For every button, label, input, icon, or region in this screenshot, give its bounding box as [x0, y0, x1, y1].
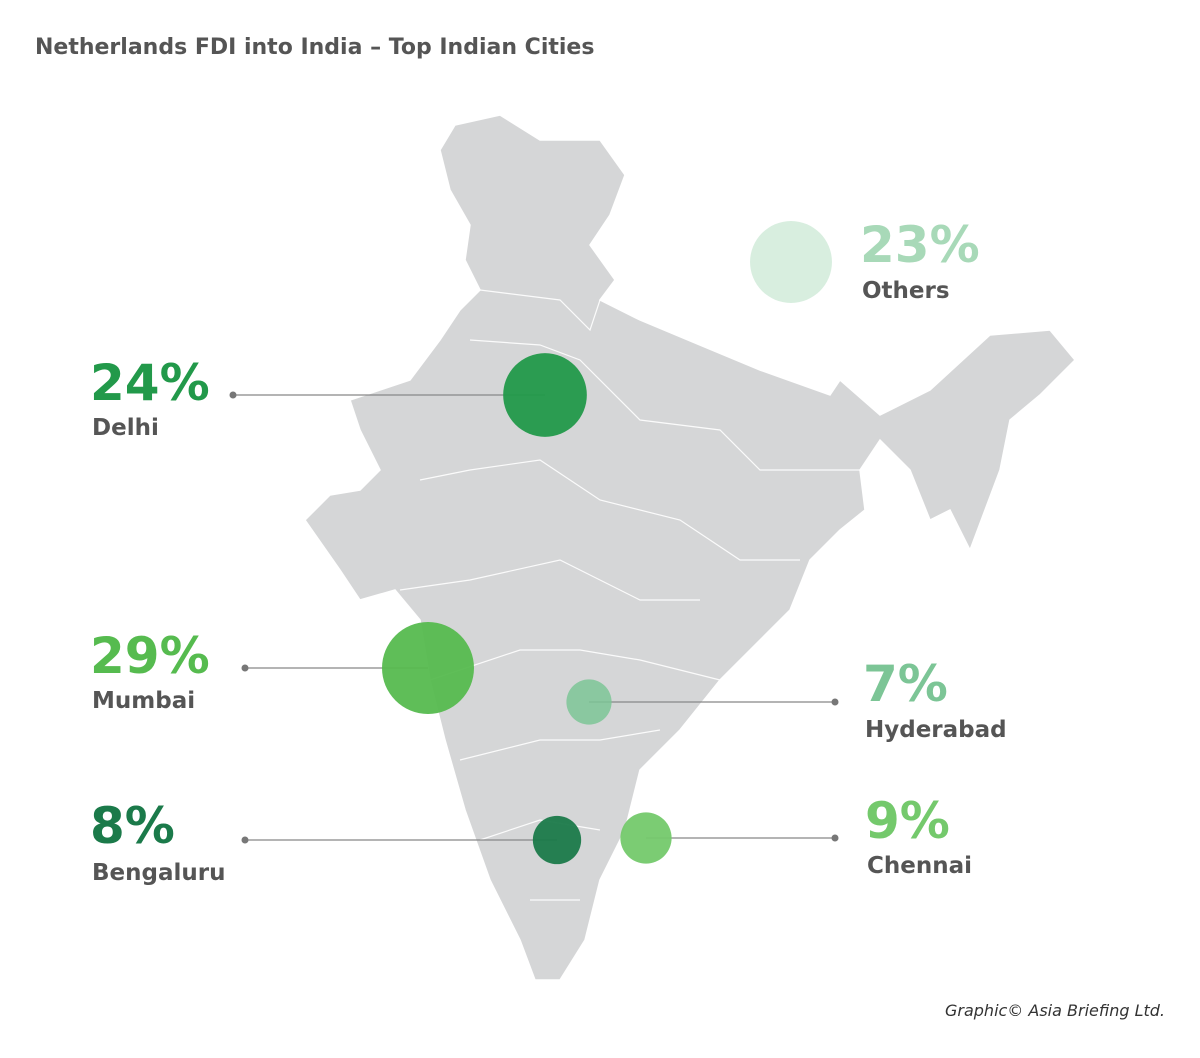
connector-dot	[831, 698, 839, 706]
value-label: 7%	[863, 655, 948, 713]
bubble	[382, 622, 474, 714]
connector-dot	[831, 834, 839, 842]
state-borders	[399, 289, 860, 901]
value-label: 29%	[90, 627, 210, 685]
connector-dot	[241, 836, 249, 844]
connector-dot	[229, 391, 237, 399]
bubble	[532, 815, 582, 865]
city-label: Hyderabad	[865, 717, 1007, 743]
credit: Graphic© Asia Briefing Ltd.	[945, 1001, 1165, 1020]
india-map	[304, 114, 1077, 981]
value-label: 23%	[860, 216, 980, 274]
value-label: 8%	[90, 797, 175, 855]
bubble	[503, 353, 587, 437]
chart-title: Netherlands FDI into India – Top Indian …	[35, 35, 594, 60]
bubble	[566, 679, 612, 725]
value-label: 9%	[865, 792, 950, 850]
bubble	[750, 221, 832, 303]
value-label: 24%	[90, 354, 210, 412]
city-label: Others	[862, 278, 950, 304]
city-label: Mumbai	[92, 688, 195, 714]
bubbles-layer: 24% Delhi 29% Mumbai 8% Bengaluru 7% Hyderabad 9…	[90, 216, 1007, 886]
city-label: Bengaluru	[92, 860, 225, 886]
city-label: Chennai	[867, 853, 972, 879]
city-label: Delhi	[92, 415, 159, 441]
connector-dot	[241, 664, 249, 672]
bubble	[620, 812, 672, 864]
